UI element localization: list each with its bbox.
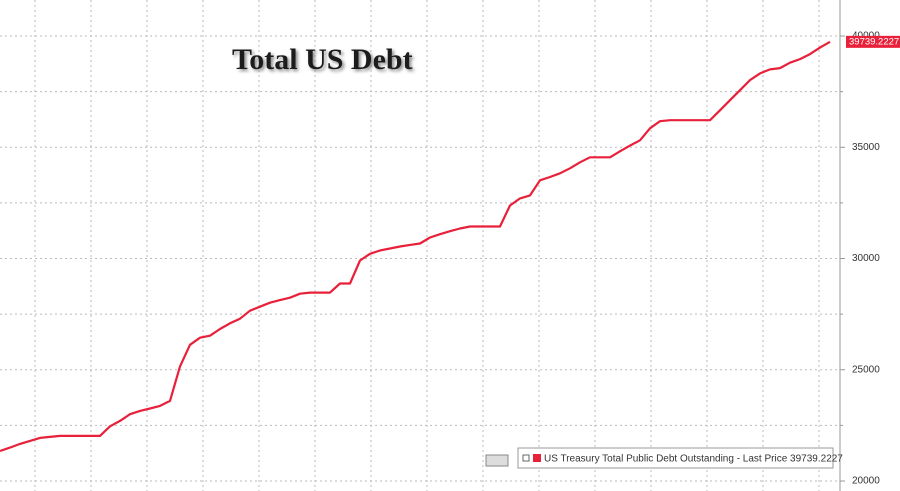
legend-text: US Treasury Total Public Debt Outstandin…: [544, 454, 843, 465]
y-tick-label: 25000: [852, 364, 880, 375]
vertical-grid: [0, 0, 840, 491]
last-price-tag: [846, 35, 900, 48]
last-price-label: 39739.2227: [849, 36, 899, 47]
legend-toggle: [522, 454, 530, 462]
legend-box: [517, 447, 834, 469]
debt-line: [0, 40, 831, 453]
legend-icon: [485, 454, 509, 467]
y-tick-label: 30000: [852, 253, 880, 264]
legend-swatch: [533, 454, 541, 462]
y-tick-label: 20000: [852, 476, 880, 487]
y-tick-label: 35000: [852, 142, 880, 153]
chart-title: Total US Debt: [232, 43, 413, 76]
